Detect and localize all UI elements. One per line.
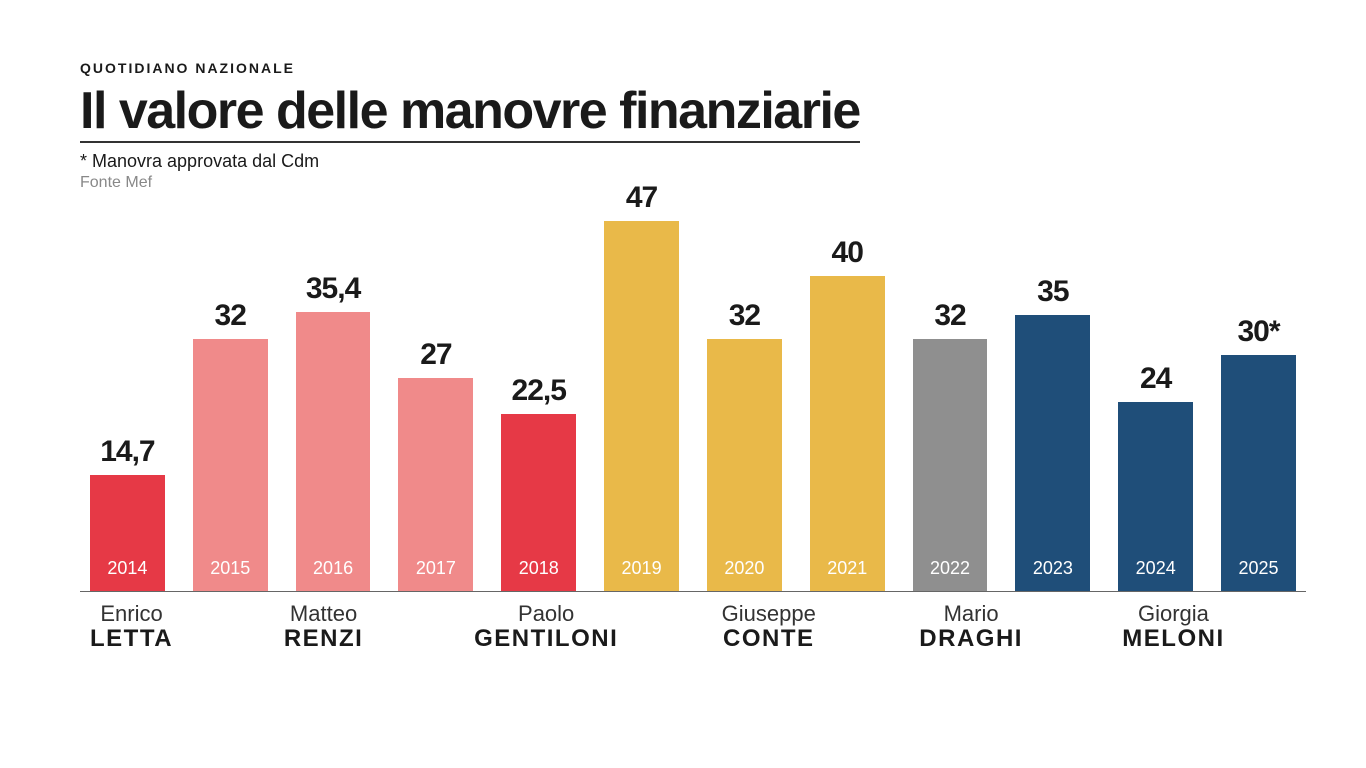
bar: 2024 xyxy=(1118,402,1193,591)
bar-value-label: 47 xyxy=(626,181,657,215)
bar-slot: 27 2017 xyxy=(398,338,473,591)
bar-value-label: 32 xyxy=(934,299,965,333)
bar-slot: 35,4 2016 xyxy=(296,272,371,591)
leader-group: GiuseppeCONTE xyxy=(646,602,891,653)
bar: 2020 xyxy=(707,339,782,591)
bar-slot: 40 2021 xyxy=(810,236,885,591)
bar-year-label: 2024 xyxy=(1136,558,1176,591)
leader-last-name: MELONI xyxy=(1122,626,1224,652)
chart-title: Il valore delle manovre finanziarie xyxy=(80,84,860,143)
kicker: QUOTIDIANO NAZIONALE xyxy=(80,60,1306,76)
bar-slot: 30* 2025 xyxy=(1221,315,1296,591)
bar-value-label: 35,4 xyxy=(306,272,360,306)
leader-group: MarioDRAGHI xyxy=(919,602,1023,653)
bar-chart: 14,7 2014 32 2015 35,4 2016 27 2017 22,5 2018 47 20… xyxy=(80,172,1306,653)
bar-year-label: 2015 xyxy=(210,558,250,591)
bar: 2025 xyxy=(1221,355,1296,591)
bar-value-label: 24 xyxy=(1140,362,1171,396)
leaders-row: EnricoLETTA MatteoRENZI PaoloGENTILONI Gius… xyxy=(80,592,1306,653)
bar: 2014 xyxy=(90,475,165,591)
bar-slot: 47 2019 xyxy=(604,181,679,591)
bar-value-label: 40 xyxy=(832,236,863,270)
bar: 2022 xyxy=(913,339,988,591)
leader-last-name: RENZI xyxy=(284,626,364,652)
bar-year-label: 2014 xyxy=(107,558,147,591)
bar: 2016 xyxy=(296,312,371,591)
bar-year-label: 2016 xyxy=(313,558,353,591)
leader-last-name: LETTA xyxy=(90,626,173,652)
bar-year-label: 2025 xyxy=(1239,558,1279,591)
bar-slot: 35 2023 xyxy=(1015,275,1090,591)
bar-value-label: 32 xyxy=(215,299,246,333)
bar-slot: 14,7 2014 xyxy=(90,435,165,591)
bar: 2017 xyxy=(398,378,473,591)
leader-first-name: Giuseppe xyxy=(722,602,816,626)
leader-first-name: Giorgia xyxy=(1138,602,1209,626)
bar-slot: 32 2020 xyxy=(707,299,782,591)
bar-value-label: 22,5 xyxy=(512,374,566,408)
bars-area: 14,7 2014 32 2015 35,4 2016 27 2017 22,5 2018 47 20… xyxy=(80,172,1306,592)
bar-year-label: 2019 xyxy=(622,558,662,591)
bar-year-label: 2017 xyxy=(416,558,456,591)
chart-subtitle: * Manovra approvata dal Cdm xyxy=(80,151,1306,172)
leader-last-name: GENTILONI xyxy=(474,626,618,652)
bar-value-label: 32 xyxy=(729,299,760,333)
leader-group: EnricoLETTA xyxy=(90,602,173,653)
bar: 2019 xyxy=(604,221,679,591)
bar-slot: 32 2022 xyxy=(913,299,988,591)
bar-value-label: 27 xyxy=(420,338,451,372)
bar-year-label: 2021 xyxy=(827,558,867,591)
bar-value-label: 14,7 xyxy=(100,435,154,469)
leader-first-name: Mario xyxy=(944,602,999,626)
leader-last-name: DRAGHI xyxy=(919,626,1023,652)
leader-first-name: Enrico xyxy=(100,602,162,626)
bar-year-label: 2020 xyxy=(724,558,764,591)
bar-slot: 32 2015 xyxy=(193,299,268,591)
bar-slot: 24 2024 xyxy=(1118,362,1193,591)
bar-year-label: 2023 xyxy=(1033,558,1073,591)
leader-first-name: Paolo xyxy=(518,602,574,626)
bar-year-label: 2022 xyxy=(930,558,970,591)
leader-group: PaoloGENTILONI xyxy=(474,602,618,653)
bar: 2015 xyxy=(193,339,268,591)
bar-value-label: 35 xyxy=(1037,275,1068,309)
leader-first-name: Matteo xyxy=(290,602,357,626)
leader-group: GiorgiaMELONI xyxy=(1051,602,1296,653)
bar-year-label: 2018 xyxy=(519,558,559,591)
leader-group: MatteoRENZI xyxy=(201,602,446,653)
bar: 2023 xyxy=(1015,315,1090,591)
bar-value-label: 30* xyxy=(1238,315,1280,349)
leader-last-name: CONTE xyxy=(723,626,815,652)
bar: 2018 xyxy=(501,414,576,591)
bar: 2021 xyxy=(810,276,885,591)
bar-slot: 22,5 2018 xyxy=(501,374,576,591)
